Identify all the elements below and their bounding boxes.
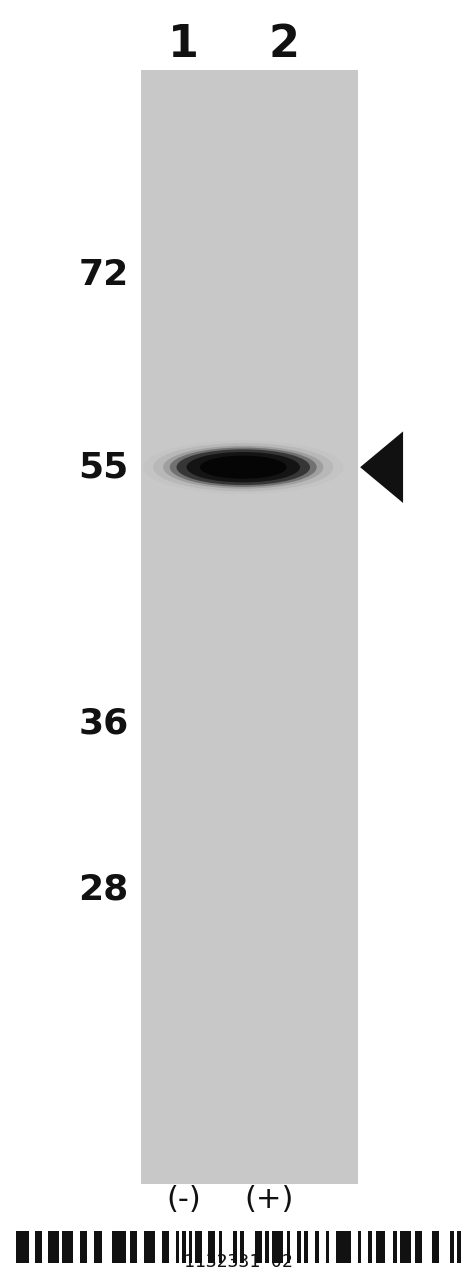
Text: 72: 72 — [79, 259, 129, 292]
Ellipse shape — [199, 456, 286, 479]
Text: 1: 1 — [168, 23, 198, 67]
Ellipse shape — [169, 448, 316, 486]
Ellipse shape — [163, 445, 323, 489]
Bar — [449, 1231, 453, 1263]
Bar — [314, 1231, 318, 1263]
Bar — [112, 1231, 126, 1263]
Bar — [140, 70, 357, 1184]
Bar — [182, 1231, 185, 1263]
Bar — [208, 1231, 215, 1263]
Bar — [144, 1231, 155, 1263]
Bar — [271, 1231, 282, 1263]
Bar — [265, 1231, 268, 1263]
Bar — [48, 1231, 59, 1263]
Ellipse shape — [186, 452, 299, 483]
Text: 1132331 02: 1132331 02 — [184, 1253, 292, 1271]
Bar — [392, 1231, 396, 1263]
Text: 28: 28 — [79, 873, 129, 906]
Text: (-): (-) — [166, 1185, 200, 1213]
Ellipse shape — [176, 449, 309, 485]
Bar — [431, 1231, 438, 1263]
Bar — [456, 1231, 460, 1263]
Bar — [376, 1231, 384, 1263]
Bar — [325, 1231, 329, 1263]
Ellipse shape — [153, 443, 333, 492]
Bar — [162, 1231, 169, 1263]
Bar — [336, 1231, 350, 1263]
Bar — [297, 1231, 300, 1263]
Bar — [414, 1231, 421, 1263]
Text: 36: 36 — [79, 707, 129, 740]
Polygon shape — [359, 431, 402, 503]
Bar — [94, 1231, 101, 1263]
Text: 2: 2 — [268, 23, 298, 67]
Bar — [239, 1231, 243, 1263]
Bar — [286, 1231, 289, 1263]
Bar — [176, 1231, 179, 1263]
Bar — [357, 1231, 361, 1263]
Bar — [16, 1231, 29, 1263]
Text: 55: 55 — [79, 451, 129, 484]
Bar — [62, 1231, 73, 1263]
Bar — [195, 1231, 201, 1263]
Text: (+): (+) — [244, 1185, 294, 1213]
Bar — [188, 1231, 192, 1263]
Bar — [80, 1231, 87, 1263]
Bar — [399, 1231, 410, 1263]
Bar — [367, 1231, 372, 1263]
Bar — [233, 1231, 237, 1263]
Ellipse shape — [143, 440, 343, 494]
Bar — [304, 1231, 307, 1263]
Bar — [35, 1231, 41, 1263]
Bar — [130, 1231, 137, 1263]
Bar — [254, 1231, 261, 1263]
Bar — [218, 1231, 222, 1263]
